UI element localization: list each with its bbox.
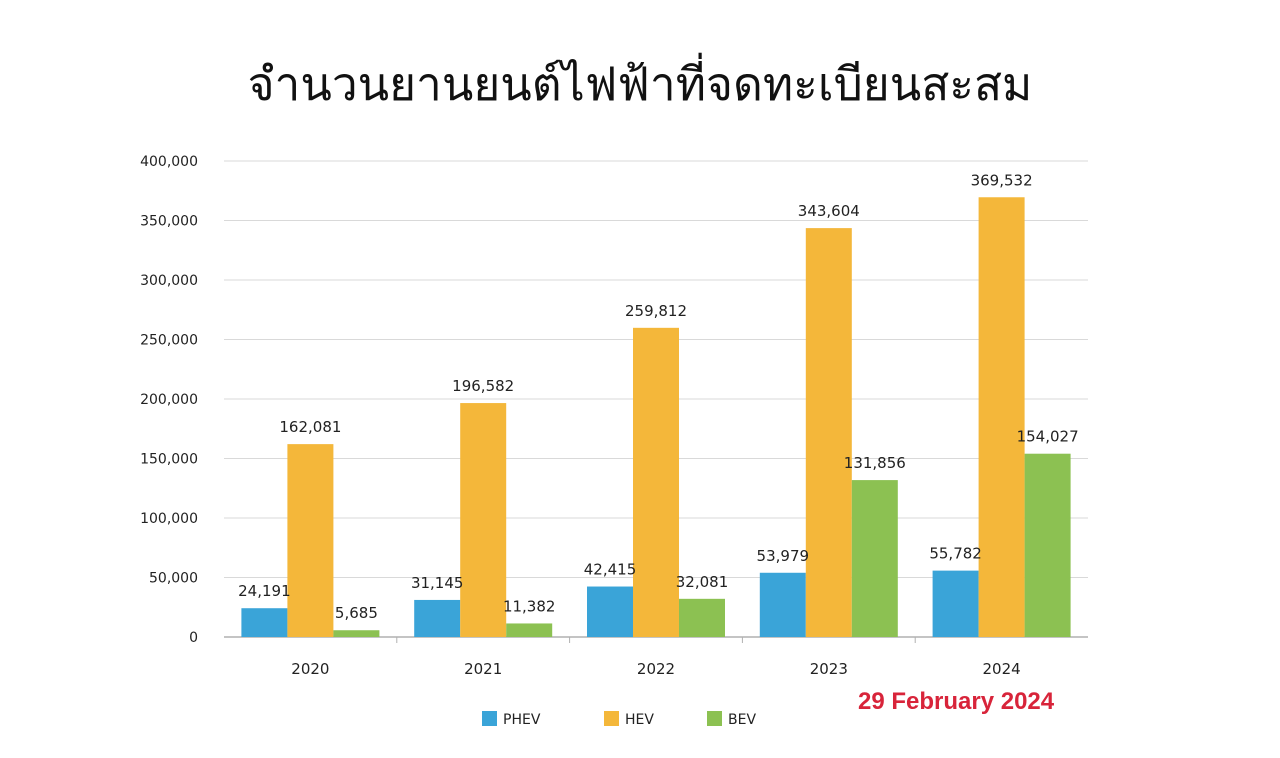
data-label: 11,382: [503, 597, 556, 615]
data-label: 42,415: [584, 561, 637, 579]
bar-phev-2022: [587, 586, 633, 637]
chart-title: จำนวนยานยนต์ไฟฟ้าที่จดทะเบียนสะสม: [247, 57, 1033, 111]
y-tick-label: 100,000: [140, 511, 198, 527]
bars: [241, 197, 1071, 637]
x-category-label: 2021: [464, 660, 502, 678]
data-label: 259,812: [625, 302, 687, 320]
bar-phev-2021: [414, 599, 461, 637]
bar-bev-2023: [851, 480, 898, 637]
legend-swatch-bev: [707, 711, 722, 726]
data-label: 154,027: [1017, 428, 1079, 446]
y-tick-label: 200,000: [140, 392, 198, 408]
bar-phev-2024: [932, 570, 979, 637]
y-tick-label: 250,000: [140, 333, 198, 349]
data-label: 24,191: [238, 582, 291, 600]
x-category-label: 2024: [983, 660, 1021, 678]
x-category-label: 2023: [810, 660, 848, 678]
y-tick-label: 0: [189, 630, 198, 646]
bar-hev-2020: [287, 444, 334, 637]
legend: PHEV HEV BEV: [482, 711, 756, 728]
bar-bev-2021: [506, 623, 553, 637]
data-label: 162,081: [279, 418, 341, 436]
x-category-label: 2020: [291, 660, 329, 678]
bar-hev-2023: [805, 228, 852, 637]
legend-swatch-phev: [482, 711, 497, 726]
bar-bev-2020: [333, 630, 380, 637]
data-label: 5,685: [335, 604, 378, 622]
data-label: 32,081: [676, 573, 729, 591]
bar-phev-2023: [759, 572, 806, 637]
y-tick-label: 300,000: [140, 273, 198, 289]
bar-hev-2021: [460, 403, 507, 637]
data-label: 196,582: [452, 377, 514, 395]
legend-label-hev: HEV: [625, 712, 654, 728]
y-axis-ticks: 0 50,000 100,000 150,000 200,000 250,000 300,0…: [140, 154, 198, 646]
bar-hev-2024: [978, 197, 1025, 637]
data-labels: 24,191 162,081 5,685 31,145 196,582 11,382 42,…: [238, 171, 1078, 622]
data-label: 55,782: [929, 545, 982, 563]
bar-bev-2022: [679, 598, 725, 637]
data-label: 31,145: [411, 574, 464, 592]
data-label: 131,856: [844, 454, 906, 472]
legend-label-bev: BEV: [728, 712, 756, 728]
bar-phev-2020: [241, 608, 288, 637]
date-annotation: 29 February 2024: [858, 688, 1055, 715]
legend-label-phev: PHEV: [503, 712, 541, 728]
bar-bev-2024: [1024, 453, 1071, 637]
y-tick-label: 400,000: [140, 154, 198, 170]
legend-swatch-hev: [604, 711, 619, 726]
data-label: 369,532: [971, 171, 1033, 189]
data-label: 343,604: [798, 202, 860, 220]
y-tick-label: 350,000: [140, 214, 198, 230]
y-tick-label: 50,000: [149, 571, 198, 587]
x-axis-categories: 2020 2021 2022 2023 2024: [291, 637, 1021, 678]
bar-hev-2022: [633, 327, 679, 637]
x-category-label: 2022: [637, 660, 675, 678]
y-tick-label: 150,000: [140, 452, 198, 468]
data-label: 53,979: [757, 547, 810, 565]
